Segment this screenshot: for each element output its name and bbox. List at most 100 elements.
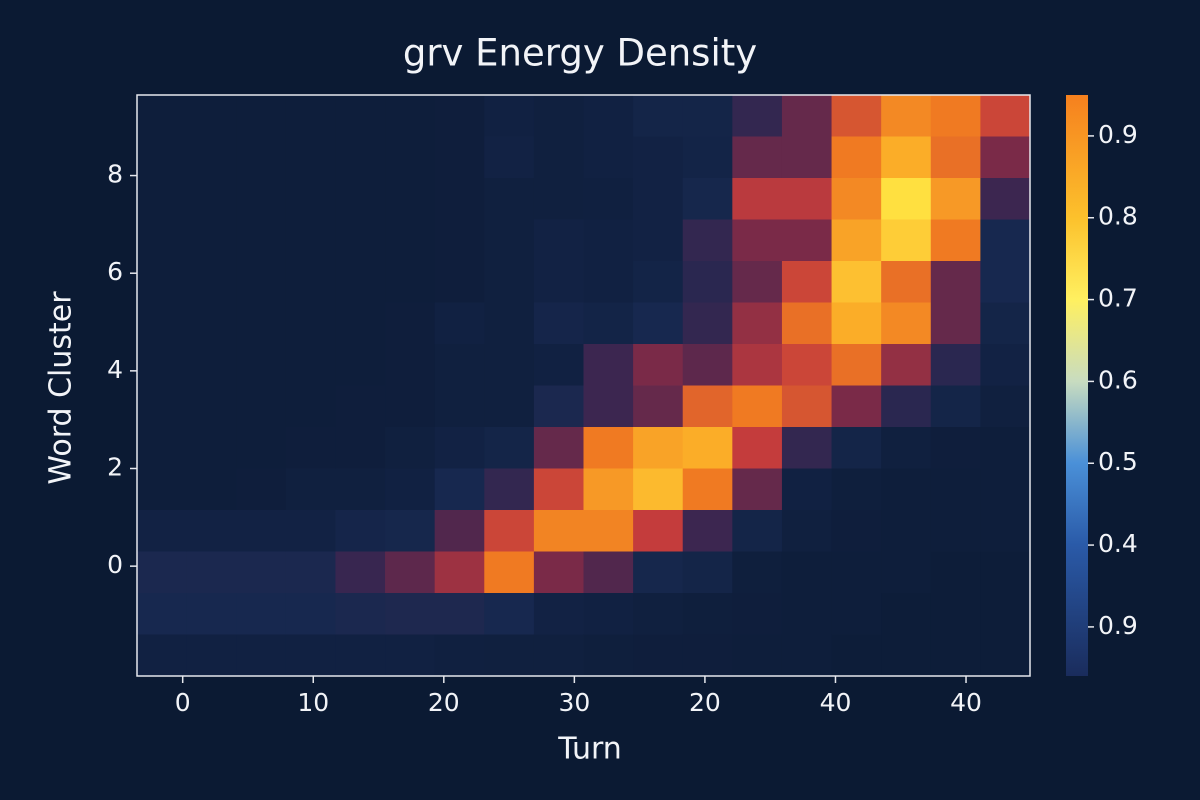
heatmap-cell [236,551,287,594]
heatmap-cell [881,551,932,594]
heatmap-cell [434,302,485,345]
x-tick-label: 40 [820,688,852,717]
x-axis-label: Turn [557,732,622,767]
heatmap-cell [583,510,634,552]
heatmap-cell [682,427,733,469]
heatmap-cell [881,302,932,345]
heatmap-cell [732,178,783,220]
heatmap-cell [533,385,584,428]
heatmap-cell [831,593,882,635]
heatmap-cell [781,385,833,428]
heatmap-cell [930,510,981,552]
heatmap-cell [137,302,188,345]
heatmap-cell [633,302,684,345]
y-axis-label: Word Cluster [44,291,79,485]
heatmap-cell [633,385,684,428]
heatmap-cell [732,302,783,345]
heatmap-cell [881,95,932,137]
heatmap-cell [980,136,1031,179]
heatmap-cell [285,427,336,469]
heatmap-cell [583,468,634,511]
heatmap-cell [533,219,584,262]
heatmap-cell [831,261,882,303]
heatmap-cell [583,551,634,594]
heatmap-cell [533,427,584,469]
heatmap-cell [831,344,882,386]
heatmap-cell [930,136,981,179]
heatmap-cell [533,634,584,677]
heatmap-cell [385,344,436,386]
heatmap-cell [732,344,783,386]
heatmap-cell [434,136,485,179]
heatmap-cell [434,551,485,594]
heatmap-cell [682,634,733,677]
heatmap-cell [533,261,584,303]
heatmap-cell [682,261,733,303]
heatmap-cell [831,510,882,552]
heatmap-cell [186,551,237,594]
x-tick-label: 40 [950,688,982,717]
heatmap-cell [335,261,386,303]
heatmap-cell [335,551,386,594]
colorbar-tick-label: 0.8 [1098,202,1138,231]
heatmap-cell [682,385,733,428]
heatmap-cell [236,136,287,179]
heatmap-cell [831,634,882,677]
heatmap-cell [285,468,336,511]
heatmap-cell [583,634,634,677]
heatmap-cell [137,178,188,220]
heatmap-cell [732,468,783,511]
heatmap-cell [484,385,535,428]
heatmap-cell [186,385,237,428]
heatmap-cell [335,219,386,262]
heatmap-cell [186,219,237,262]
heatmap-cell [781,95,833,137]
heatmap-cell [980,468,1031,511]
heatmap-cell [583,136,634,179]
x-tick-label: 20 [689,688,721,717]
heatmap-cell [236,344,287,386]
heatmap-cell [186,302,237,345]
heatmap-cell [633,136,684,179]
heatmap-cell [236,385,287,428]
heatmap-cell [732,593,783,635]
heatmap-cell [335,302,386,345]
y-tick-label: 4 [107,355,123,384]
heatmap-cell [633,593,684,635]
heatmap-cell [831,468,882,511]
colorbar [1066,95,1088,676]
heatmap-cell [682,468,733,511]
heatmap-cell [385,136,436,179]
heatmap-cells [137,95,1031,677]
heatmap-cell [335,634,386,677]
heatmap-cell [484,261,535,303]
heatmap-cell [385,634,436,677]
heatmap-cell [484,468,535,511]
colorbar-tick-label: 0.5 [1098,447,1138,476]
heatmap-cell [385,261,436,303]
heatmap-cell [831,302,882,345]
heatmap-cell [186,261,237,303]
heatmap-cell [930,178,981,220]
heatmap-cell [682,593,733,635]
heatmap-cell [583,385,634,428]
heatmap-cell [633,344,684,386]
heatmap-cell [682,219,733,262]
heatmap-cell [236,219,287,262]
heatmap-cell [781,261,833,303]
heatmap-cell [881,385,932,428]
heatmap-cell [434,634,485,677]
heatmap-cell [881,178,932,220]
heatmap-cell [385,178,436,220]
heatmap-cell [335,468,386,511]
heatmap-cell [236,510,287,552]
heatmap-cell [881,219,932,262]
heatmap-cell [633,468,684,511]
heatmap-cell [980,551,1031,594]
heatmap-cell [732,95,783,137]
heatmap-cell [533,344,584,386]
heatmap-cell [831,95,882,137]
y-tick-label: 6 [107,257,123,286]
heatmap-cell [633,261,684,303]
heatmap-cell [831,385,882,428]
